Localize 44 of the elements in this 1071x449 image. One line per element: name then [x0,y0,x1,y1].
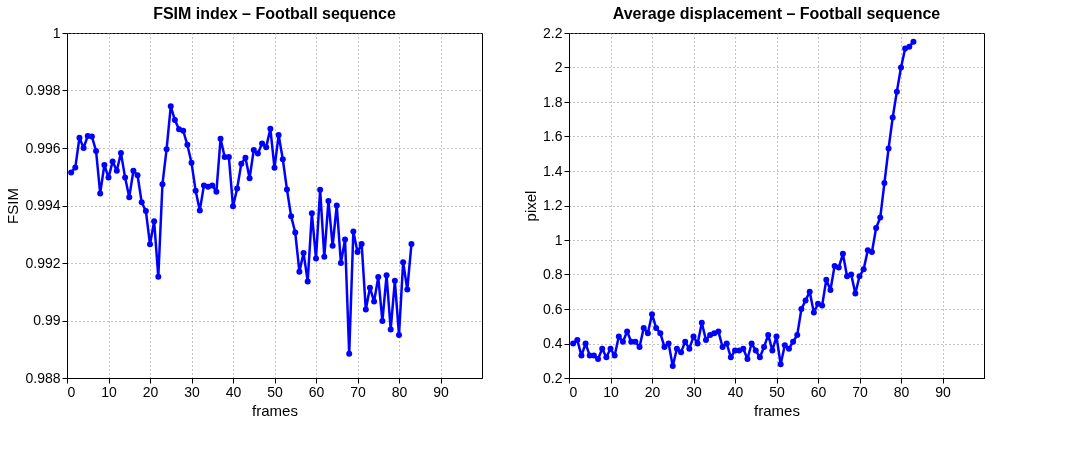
y-tick-label: 0.996 [25,139,61,156]
x-tick-label: 10 [603,383,619,400]
x-tick-label: 60 [810,383,827,400]
x-tick-label: 20 [644,383,661,400]
y-tick-label: 0.4 [543,335,563,351]
y-tick-label: 2 [554,59,563,75]
x-tick-label: 80 [391,383,408,400]
x-tick-label: 20 [142,383,159,400]
y-tick-label: 1 [52,24,61,41]
y-axis-title: FSIM [4,188,22,224]
x-tick-label: 90 [433,383,449,400]
y-tick-label: 1.6 [543,128,563,144]
x-tick-label: 40 [727,383,744,400]
y-tick-label: 1.8 [543,93,563,110]
x-tick-label: 50 [769,383,785,400]
x-tick-label: 90 [935,383,951,400]
y-tick-label: 1.4 [543,162,563,179]
x-tick-label: 30 [686,383,702,400]
x-tick-label: 30 [184,383,200,400]
y-axis-title: pixel [522,190,540,222]
y-tick-label: 0.992 [25,254,61,271]
x-tick-label: 0 [67,383,76,400]
y-tick-label: 0.99 [33,312,61,328]
y-tick-label: 2.2 [543,24,563,41]
x-tick-label: 70 [852,383,868,400]
y-tick-label: 0.8 [543,266,563,282]
y-tick-label: 1.2 [543,197,563,213]
y-tick-label: 0.2 [543,369,563,386]
x-tick-label: 40 [225,383,242,400]
x-tick-label: 80 [893,383,910,400]
x-axis-title: frames [252,401,298,419]
y-tick-label: 0.988 [25,369,61,386]
y-tick-label: 0.994 [25,197,61,213]
x-tick-label: 70 [350,383,366,400]
y-tick-label: 0.6 [543,300,563,317]
chart-title: Average displacement – Football sequence [612,5,941,22]
x-axis-title: frames [754,401,800,419]
x-tick-label: 50 [267,383,283,400]
x-tick-label: 0 [569,383,578,400]
x-tick-label: 60 [308,383,325,400]
x-tick-label: 10 [101,383,117,400]
y-tick-label: 0.998 [25,82,61,98]
y-tick-label: 1 [554,231,563,248]
chart-title: FSIM index – Football sequence [153,5,396,22]
